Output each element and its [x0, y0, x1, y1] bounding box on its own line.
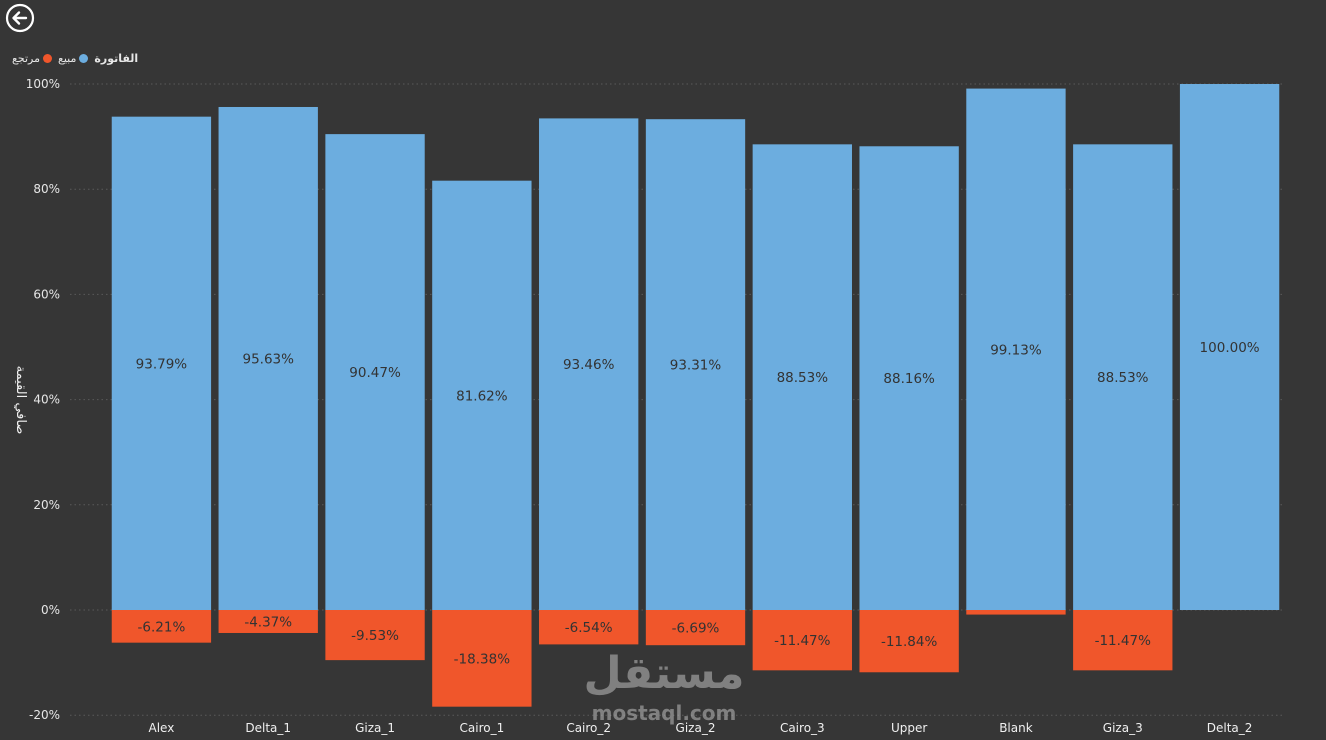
x-category-label: Upper — [891, 721, 927, 735]
x-category-label: Delta_1 — [245, 721, 291, 735]
bar-sale-blank[interactable] — [966, 88, 1066, 611]
bar-sale-cairo_2[interactable] — [539, 118, 639, 611]
data-label-return-delta_1: -4.37% — [244, 614, 292, 630]
data-label-sale-alex: 93.79% — [136, 356, 188, 372]
data-label-sale-giza_3: 88.53% — [1097, 370, 1149, 386]
bar-return-giza_2[interactable] — [645, 610, 746, 646]
bar-sale-giza_1[interactable] — [325, 134, 425, 610]
bar-sale-giza_3[interactable] — [1073, 144, 1173, 610]
x-category-label: Giza_3 — [1103, 721, 1143, 735]
data-label-sale-delta_1: 95.63% — [242, 351, 294, 367]
legend: الفاتورة مبيع مرتجع — [6, 50, 138, 66]
y-tick-label: 20% — [33, 498, 60, 512]
y-tick-label: 60% — [33, 287, 60, 301]
data-label-return-cairo_1: -18.38% — [454, 651, 511, 667]
y-axis-ticks: 100% 80% 60% 40% 20% 0% -20% — [26, 77, 60, 722]
data-label-return-cairo_3: -11.47% — [774, 633, 831, 649]
bar-return-giza_3[interactable] — [1073, 610, 1173, 671]
bar-return-cairo_2[interactable] — [539, 610, 639, 645]
bar-sale-alex[interactable] — [111, 116, 212, 610]
data-label-return-giza_1: -9.53% — [351, 628, 399, 644]
bar-sale-giza_2[interactable] — [645, 119, 746, 611]
bar-return-cairo_3[interactable] — [752, 610, 852, 671]
bar-return-blank[interactable] — [966, 610, 1066, 615]
data-label-return-upper: -11.84% — [881, 634, 938, 650]
x-category-label: Cairo_1 — [460, 721, 505, 735]
y-tick-label: 0% — [41, 603, 60, 617]
bar-return-giza_1[interactable] — [325, 610, 425, 661]
y-tick-label: 40% — [33, 393, 60, 407]
data-label-sale-blank: 99.13% — [990, 342, 1042, 358]
bars — [111, 84, 1280, 707]
bar-return-upper[interactable] — [859, 610, 959, 673]
x-category-label: Cairo_3 — [780, 721, 825, 735]
bar-sale-cairo_1[interactable] — [432, 180, 532, 610]
data-label-sale-giza_1: 90.47% — [349, 365, 401, 381]
bar-sale-cairo_3[interactable] — [752, 144, 852, 610]
data-label-sale-cairo_2: 93.46% — [563, 357, 615, 373]
back-arrow-icon[interactable] — [5, 3, 35, 33]
bar-return-cairo_1[interactable] — [432, 610, 532, 707]
legend-item-return[interactable]: مرتجع — [12, 52, 52, 65]
data-label-sale-giza_2: 93.31% — [670, 358, 722, 374]
y-tick-label: 80% — [33, 182, 60, 196]
y-axis-title: صافي القيمة — [13, 366, 28, 435]
data-label-return-giza_2: -6.69% — [672, 621, 720, 637]
legend-dot-return — [42, 53, 52, 63]
legend-dot-sale — [79, 53, 89, 63]
y-tick-label: -20% — [29, 708, 60, 722]
data-label-return-giza_3: -11.47% — [1095, 633, 1152, 649]
x-category-label: Alex — [148, 721, 174, 735]
legend-label-return: مرتجع — [12, 51, 40, 65]
x-axis-categories: Alex Delta_1 Giza_1 Cairo_1 Cairo_2 Giza_2 Cai… — [148, 721, 1252, 735]
data-label-sale-upper: 88.16% — [883, 371, 935, 387]
x-category-label: Cairo_2 — [566, 721, 611, 735]
data-label-sale-cairo_3: 88.53% — [777, 370, 829, 386]
bar-return-alex[interactable] — [111, 610, 212, 643]
bar-sale-delta_1[interactable] — [218, 106, 318, 610]
legend-item-sale[interactable]: مبيع — [57, 51, 89, 65]
bar-sale-delta_2[interactable] — [1179, 84, 1280, 610]
legend-label-sale: مبيع — [57, 51, 77, 65]
data-label-return-cairo_2: -6.54% — [565, 620, 613, 636]
data-labels: 93.79% -6.21% 95.63% -4.37% 90.47% -9.53% 81.6… — [136, 340, 1260, 667]
bar-sale-upper[interactable] — [859, 146, 959, 611]
data-label-sale-cairo_1: 81.62% — [456, 388, 508, 404]
x-category-label: Giza_2 — [676, 721, 716, 735]
legend-title: الفاتورة — [94, 51, 139, 65]
x-category-label: Giza_1 — [355, 721, 395, 735]
y-tick-label: 100% — [26, 77, 60, 91]
data-label-sale-delta_2: 100.00% — [1200, 340, 1260, 356]
x-category-label: Blank — [999, 721, 1033, 735]
x-category-label: Delta_2 — [1207, 721, 1253, 735]
data-label-return-alex: -6.21% — [138, 619, 186, 635]
bar-return-delta_1[interactable] — [218, 610, 318, 633]
